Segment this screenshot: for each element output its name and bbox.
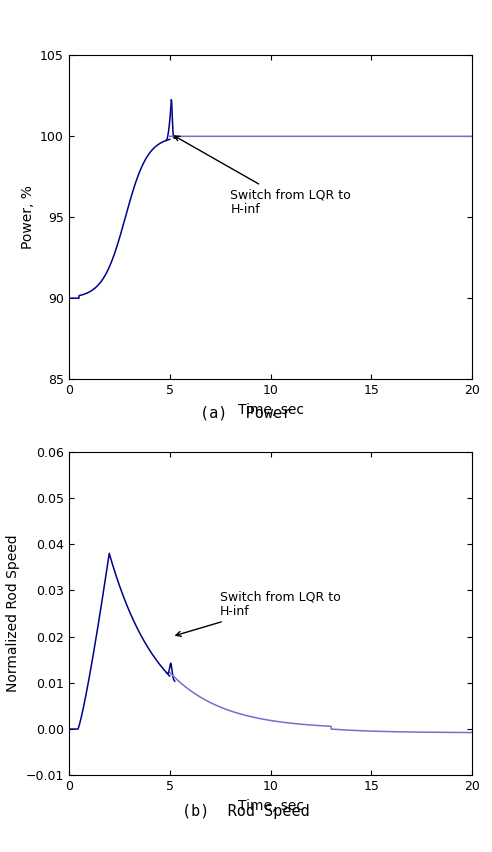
Text: Switch from LQR to
H-inf: Switch from LQR to H-inf	[176, 590, 341, 636]
Text: (a)  Power: (a) Power	[200, 406, 292, 421]
Text: Switch from LQR to
H-inf: Switch from LQR to H-inf	[175, 136, 351, 216]
Y-axis label: Normalized Rod Speed: Normalized Rod Speed	[6, 534, 20, 693]
X-axis label: Time, sec: Time, sec	[238, 402, 304, 417]
Y-axis label: Power, %: Power, %	[21, 186, 34, 249]
X-axis label: Time, sec: Time, sec	[238, 798, 304, 813]
Text: (b)  Rod Speed: (b) Rod Speed	[182, 803, 310, 819]
